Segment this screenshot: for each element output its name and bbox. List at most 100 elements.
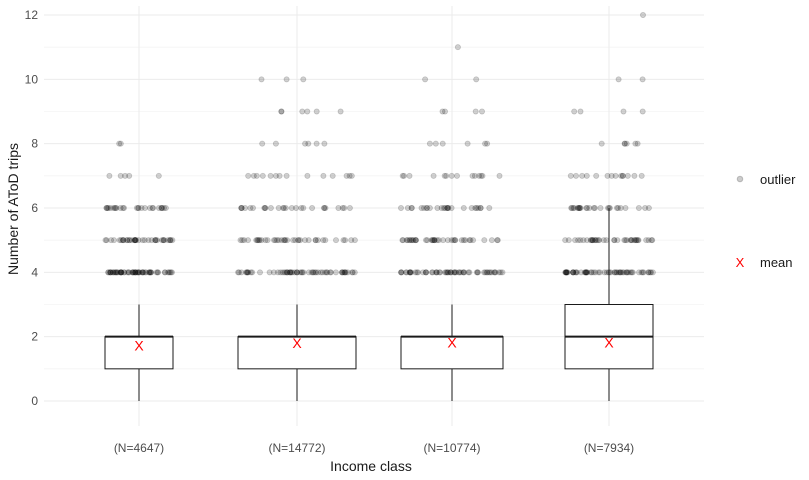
- outlier-point: [152, 237, 159, 244]
- outlier-point: [484, 269, 491, 276]
- outlier-point: [146, 269, 153, 276]
- outlier-point: [121, 204, 128, 211]
- outlier-point: [262, 204, 269, 211]
- outlier-point: [120, 237, 127, 244]
- outlier-point: [578, 269, 585, 276]
- y-tick-label: 4: [31, 265, 38, 279]
- outlier-point: [612, 172, 619, 179]
- outlier-point: [443, 172, 450, 179]
- outlier-point: [105, 269, 112, 276]
- outlier-point: [621, 140, 628, 147]
- outlier-point: [419, 269, 426, 276]
- outlier-point: [135, 269, 142, 276]
- outlier-point: [423, 204, 430, 211]
- outlier-point: [403, 269, 410, 276]
- outlier-point: [579, 172, 586, 179]
- outlier-point: [570, 269, 577, 276]
- outlier-point: [443, 269, 450, 276]
- outlier-point: [107, 204, 114, 211]
- outlier-point: [397, 269, 404, 276]
- outlier-point: [634, 140, 641, 147]
- legend-outlier-swatch: [736, 175, 744, 183]
- outlier-point: [284, 269, 291, 276]
- outlier-point: [339, 269, 346, 276]
- outlier-point: [341, 269, 348, 276]
- outlier-point: [120, 204, 127, 211]
- outlier-point: [573, 172, 580, 179]
- outlier-point: [488, 237, 495, 244]
- outlier-point: [168, 269, 175, 276]
- outlier-point: [433, 237, 440, 244]
- outlier-point: [314, 237, 321, 244]
- outlier-point: [474, 269, 481, 276]
- outlier-point: [154, 237, 161, 244]
- outlier-point: [611, 237, 618, 244]
- outlier-point: [403, 237, 410, 244]
- outlier-point: [589, 237, 596, 244]
- outlier-point: [454, 44, 461, 51]
- outlier-point: [620, 269, 627, 276]
- outlier-point: [244, 237, 251, 244]
- outlier-point: [429, 237, 436, 244]
- outlier-point: [567, 172, 574, 179]
- outlier-point: [604, 172, 611, 179]
- outlier-point: [482, 269, 489, 276]
- outlier-point: [140, 269, 147, 276]
- outlier-point: [431, 237, 438, 244]
- outlier-point: [576, 204, 583, 211]
- outlier-point: [648, 269, 655, 276]
- outlier-point: [570, 269, 577, 276]
- y-axis-title: Number of AToD trips: [5, 143, 21, 275]
- outlier-point: [138, 204, 145, 211]
- outlier-point: [595, 269, 602, 276]
- outlier-point: [291, 269, 298, 276]
- outlier-point: [437, 269, 444, 276]
- outlier-point: [629, 269, 636, 276]
- outlier-point: [574, 204, 581, 211]
- outlier-point: [161, 237, 168, 244]
- outlier-point: [586, 204, 593, 211]
- outlier-point: [281, 269, 288, 276]
- outlier-point: [563, 269, 570, 276]
- outlier-point: [349, 269, 356, 276]
- outlier-point: [399, 237, 406, 244]
- outlier-point: [293, 269, 300, 276]
- outlier-point: [343, 172, 350, 179]
- outlier-point: [499, 269, 506, 276]
- outlier-point: [596, 237, 603, 244]
- outlier-point: [237, 237, 244, 244]
- outlier-point: [619, 172, 626, 179]
- outlier-point: [632, 140, 639, 147]
- outlier-point: [572, 237, 579, 244]
- outlier-point: [481, 269, 488, 276]
- outlier-point: [444, 204, 451, 211]
- outlier-point: [121, 269, 128, 276]
- outlier-point: [262, 204, 269, 211]
- outlier-point: [634, 237, 641, 244]
- outlier-point: [632, 237, 639, 244]
- outlier-point: [562, 269, 569, 276]
- outlier-point: [461, 269, 468, 276]
- outlier-point: [158, 204, 165, 211]
- outlier-point: [117, 204, 124, 211]
- outlier-point: [433, 269, 440, 276]
- outlier-point: [397, 204, 404, 211]
- outlier-point: [600, 237, 607, 244]
- outlier-point: [407, 237, 414, 244]
- outlier-point: [448, 237, 455, 244]
- outlier-point: [614, 237, 621, 244]
- outlier-point: [146, 269, 153, 276]
- outlier-point: [398, 269, 405, 276]
- outlier-point: [159, 204, 166, 211]
- outlier-point: [332, 237, 339, 244]
- outlier-point: [615, 269, 622, 276]
- outlier-point: [564, 269, 571, 276]
- outlier-point: [472, 108, 479, 115]
- outlier-point: [451, 269, 458, 276]
- outlier-point: [442, 269, 449, 276]
- outlier-point: [408, 204, 415, 211]
- outlier-point: [110, 269, 117, 276]
- outlier-point: [575, 204, 582, 211]
- outlier-point: [129, 269, 136, 276]
- outlier-point: [423, 269, 430, 276]
